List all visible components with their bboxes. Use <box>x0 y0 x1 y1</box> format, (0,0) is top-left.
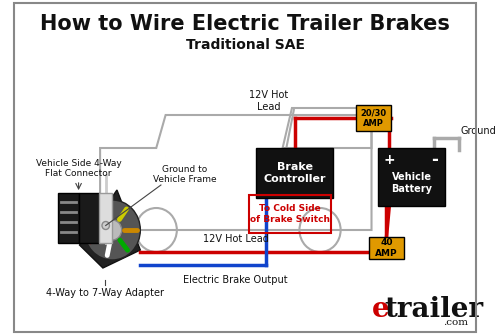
Text: 20/30
AMP: 20/30 AMP <box>360 108 386 128</box>
Text: -: - <box>431 151 438 169</box>
Text: Brake
Controller: Brake Controller <box>264 162 326 184</box>
Text: e: e <box>372 296 390 323</box>
Text: Vehicle Side 4-Way
Flat Connector: Vehicle Side 4-Way Flat Connector <box>36 158 122 178</box>
Text: How to Wire Electric Trailer Brakes: How to Wire Electric Trailer Brakes <box>40 14 450 34</box>
Text: Traditional SAE: Traditional SAE <box>186 38 304 52</box>
Text: .com: .com <box>442 318 468 327</box>
FancyBboxPatch shape <box>378 148 446 206</box>
Circle shape <box>103 220 122 240</box>
Text: Electric Brake Output: Electric Brake Output <box>184 275 288 285</box>
FancyBboxPatch shape <box>256 148 333 198</box>
Text: Ground to
Vehicle Frame: Ground to Vehicle Frame <box>152 165 216 184</box>
Text: 12V Hot Lead: 12V Hot Lead <box>203 234 268 244</box>
Text: Ground: Ground <box>460 126 496 136</box>
Text: +: + <box>384 153 395 167</box>
Text: 40
AMP: 40 AMP <box>375 238 398 258</box>
Text: 12V Hot
Lead: 12V Hot Lead <box>249 90 288 112</box>
Text: To Cold Side
of Brake Switch: To Cold Side of Brake Switch <box>250 204 330 224</box>
Circle shape <box>84 200 140 260</box>
Circle shape <box>102 221 110 229</box>
Text: trailer: trailer <box>384 296 484 323</box>
Polygon shape <box>80 190 140 268</box>
Text: Vehicle
Battery: Vehicle Battery <box>392 172 432 194</box>
Text: 4-Way to 7-Way Adapter: 4-Way to 7-Way Adapter <box>46 288 164 298</box>
FancyBboxPatch shape <box>58 193 78 243</box>
FancyBboxPatch shape <box>78 193 99 243</box>
FancyBboxPatch shape <box>368 237 404 259</box>
FancyBboxPatch shape <box>356 105 391 131</box>
FancyBboxPatch shape <box>99 193 112 243</box>
